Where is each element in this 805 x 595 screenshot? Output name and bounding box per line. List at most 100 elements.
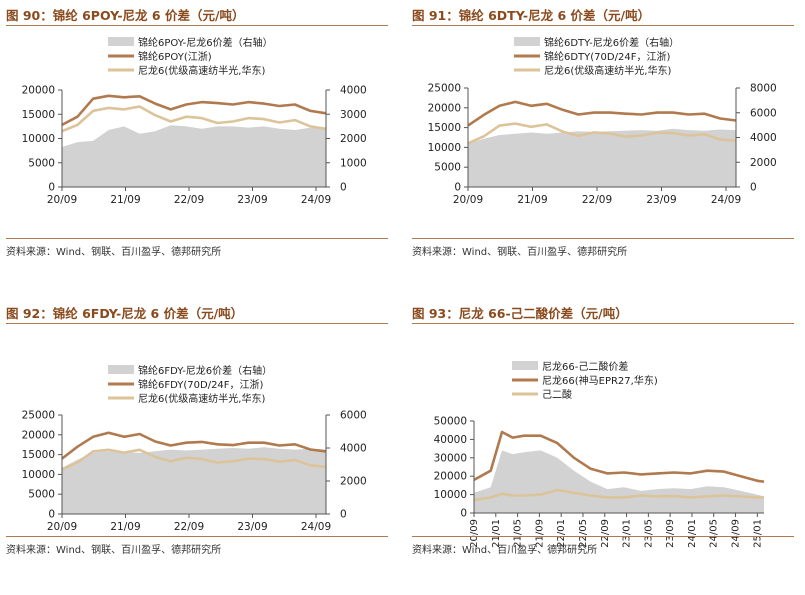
y-tick-label-left: 5000 (28, 489, 55, 501)
legend-label: 锦纶6DTY-尼龙6价差（右轴） (544, 36, 679, 49)
legend-swatch-area (108, 365, 134, 374)
x-tick-label: 21/09 (534, 519, 545, 548)
y-tick-label-left: 40000 (434, 434, 467, 446)
x-tick-label: 24/09 (711, 194, 741, 206)
y-tick-label-left: 10000 (22, 469, 55, 481)
chart-panel-pa66: 图 93：尼龙 66-己二酸价差（元/吨） 尼龙66-己二酸价差 尼龙66(神马E… (406, 298, 798, 595)
chart-title: 图 92：锦纶 6FDY-尼龙 6 价差（元/吨） (6, 306, 244, 321)
y-tick-label-left: 20000 (434, 471, 467, 483)
y-tick-label-left: 10000 (22, 133, 55, 145)
x-tick-label: 23/09 (646, 194, 676, 206)
y-tick-label-right: 2000 (340, 133, 367, 145)
legend-label: 锦纶6POY-尼龙6价差（右轴） (138, 36, 273, 49)
series-line-yarn (61, 94, 327, 127)
x-tick-label: 22/05 (578, 519, 589, 548)
legend-label: 锦纶6POY(江浙) (138, 50, 212, 63)
x-tick-label: 21/01 (491, 519, 502, 548)
chart-fdy: 锦纶6FDY-尼龙6价差（右轴）锦纶6FDY(70D/24F，江浙)尼龙6(优级… (22, 364, 367, 533)
chart-source: 资料来源：Wind、百川盈孚、德邦研究所 (412, 545, 598, 556)
y-tick-label-left: 0 (460, 508, 467, 520)
x-tick-label: 20/09 (469, 519, 480, 548)
legend-label: 尼龙66-己二酸价差 (542, 360, 628, 373)
chart-title: 图 90：锦纶 6POY-尼龙 6 价差（元/吨） (6, 8, 245, 23)
x-tick-label: 24/09 (731, 519, 742, 548)
series-line-chip (473, 488, 764, 502)
x-tick-label: 23/09 (665, 519, 676, 548)
y-tick-label-left: 10000 (428, 142, 461, 154)
y-tick-label-left: 0 (48, 509, 55, 521)
legend-label: 尼龙66(神马EPR27,华东) (542, 374, 658, 387)
chart-panel-fdy: 图 92：锦纶 6FDY-尼龙 6 价差（元/吨） 锦纶6FDY-尼龙6价差（右… (0, 298, 392, 595)
y-tick-label-left: 20000 (428, 102, 461, 114)
series-area-spread (62, 447, 326, 514)
source-divider (6, 238, 388, 239)
chart-source: 资料来源：Wind、钢联、百川盈孚、德邦研究所 (6, 545, 222, 556)
legend-swatch-area (512, 361, 538, 370)
x-tick-label: 22/01 (556, 519, 567, 548)
y-tick-label-left: 15000 (428, 122, 461, 134)
series-line-yarn (61, 431, 327, 460)
title-divider (412, 25, 794, 26)
y-tick-label-left: 25000 (22, 410, 55, 422)
x-tick-label: 23/09 (237, 194, 267, 206)
legend-swatch-area (108, 37, 134, 46)
x-tick-label: 21/09 (110, 194, 140, 206)
chart-title: 图 93：尼龙 66-己二酸价差（元/吨） (412, 306, 628, 321)
x-tick-label: 20/09 (47, 194, 77, 206)
series-line-chip (61, 105, 327, 133)
chart-poy: 锦纶6POY-尼龙6价差（右轴）锦纶6POY(江浙)尼龙6(优级高速纺半光,华东… (22, 36, 367, 206)
y-tick-label-left: 5000 (434, 162, 461, 174)
x-tick-label: 23/09 (237, 521, 267, 533)
y-tick-label-right: 3000 (340, 109, 367, 121)
legend-label: 锦纶6FDY(70D/24F，江浙) (138, 378, 264, 391)
y-tick-label-left: 5000 (28, 157, 55, 169)
y-tick-label-left: 30000 (434, 452, 467, 464)
y-tick-label-right: 8000 (750, 83, 777, 95)
x-tick-label: 25/01 (752, 519, 763, 548)
x-tick-label: 22/09 (174, 194, 204, 206)
x-tick-label: 21/09 (517, 194, 547, 206)
y-tick-label-left: 25000 (428, 83, 461, 95)
y-tick-label-right: 4000 (750, 132, 777, 144)
series-line-chip (61, 448, 327, 471)
chart-panel-poy: 图 90：锦纶 6POY-尼龙 6 价差（元/吨） 锦纶6POY-尼龙6价差（右… (0, 0, 392, 297)
y-tick-label-right: 2000 (340, 476, 367, 488)
y-tick-label-right: 6000 (750, 107, 777, 119)
title-divider (412, 323, 794, 324)
x-tick-label: 24/09 (301, 194, 331, 206)
y-tick-label-right: 0 (340, 182, 347, 194)
x-tick-label: 22/09 (600, 519, 611, 548)
y-tick-label-left: 20000 (22, 429, 55, 441)
series-line-chip (467, 122, 737, 145)
x-tick-label: 23/01 (622, 519, 633, 548)
source-divider (412, 238, 794, 239)
y-tick-label-left: 0 (48, 182, 55, 194)
x-tick-label: 21/09 (110, 521, 140, 533)
legend-label: 尼龙6(优级高速纺半光,华东) (544, 64, 671, 77)
series-line-yarn (473, 430, 765, 483)
x-tick-label: 21/05 (513, 519, 524, 548)
legend-label: 尼龙6(优级高速纺半光,华东) (138, 392, 265, 405)
legend-label: 己二酸 (542, 388, 572, 401)
y-tick-label-right: 4000 (340, 443, 367, 455)
chart-dty: 锦纶6DTY-尼龙6价差（右轴）锦纶6DTY(70D/24F，江浙)尼龙6(优级… (428, 36, 777, 206)
y-tick-label-left: 50000 (434, 416, 467, 428)
source-divider (6, 536, 388, 537)
series-area-spread (468, 128, 736, 187)
x-tick-label: 24/01 (687, 519, 698, 548)
x-tick-label: 24/05 (709, 519, 720, 548)
y-tick-label-left: 15000 (22, 449, 55, 461)
y-tick-label-right: 1000 (340, 157, 367, 169)
chart-source: 资料来源：Wind、钢联、百川盈孚、德邦研究所 (6, 247, 222, 258)
title-divider (6, 323, 388, 324)
y-tick-label-right: 0 (750, 182, 757, 194)
y-tick-label-right: 6000 (340, 410, 367, 422)
y-tick-label-left: 20000 (22, 85, 55, 97)
x-tick-label: 22/09 (582, 194, 612, 206)
y-tick-label-right: 0 (340, 509, 347, 521)
y-tick-label-right: 2000 (750, 157, 777, 169)
series-area-spread (62, 125, 326, 187)
legend-swatch-area (514, 37, 540, 46)
y-tick-label-right: 4000 (340, 85, 367, 97)
